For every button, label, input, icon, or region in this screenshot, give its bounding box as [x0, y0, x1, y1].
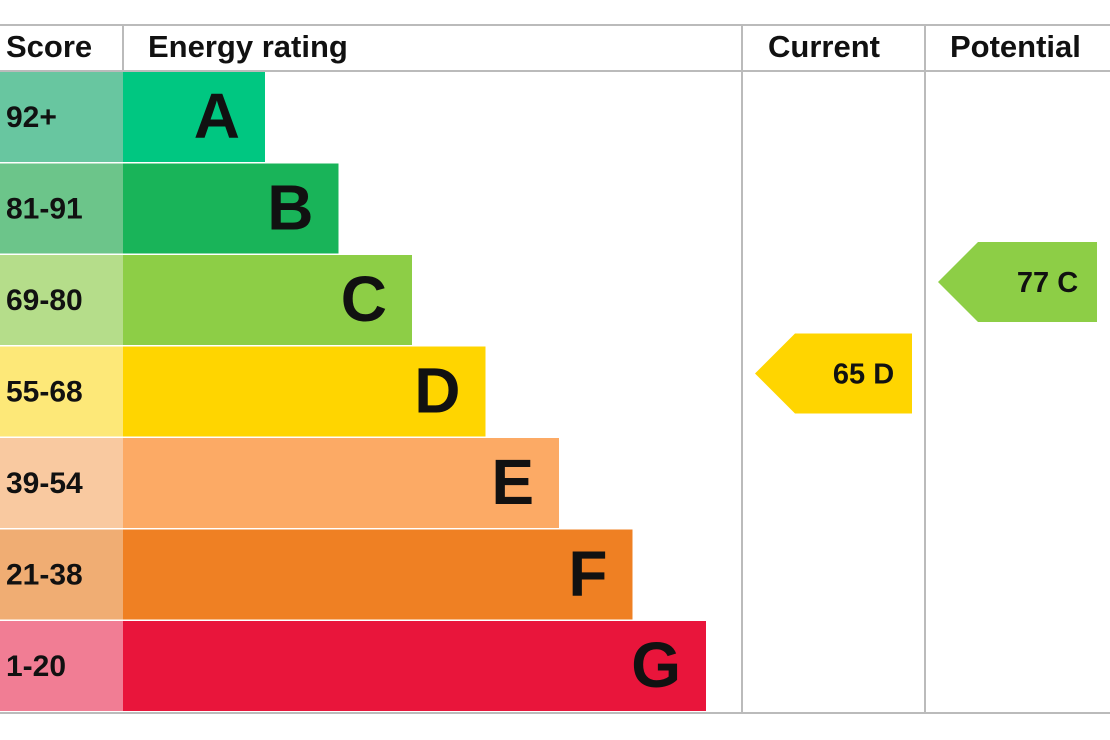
rating-letter: F — [568, 537, 607, 609]
header-score: Score — [6, 29, 92, 64]
score-cell — [0, 438, 123, 528]
score-range: 1-20 — [6, 650, 66, 683]
current-arrow — [755, 333, 912, 414]
current-score: 65 — [833, 358, 865, 390]
potential-label: 77 C — [1017, 267, 1078, 299]
rating-letter: A — [194, 80, 240, 152]
header-current: Current — [768, 29, 880, 64]
current-rating: D — [873, 358, 894, 390]
rating-letter: E — [491, 446, 534, 518]
rating-bar — [123, 529, 633, 620]
header-rating: Energy rating — [148, 29, 348, 64]
rating-bar — [123, 438, 559, 528]
rating-letter: D — [414, 354, 460, 426]
score-range: 69-80 — [6, 284, 83, 317]
score-cell — [0, 529, 123, 620]
rating-letter: G — [631, 629, 681, 701]
score-cell — [0, 346, 123, 437]
score-cell — [0, 72, 123, 162]
score-cell — [0, 621, 123, 711]
score-range: 21-38 — [6, 558, 83, 591]
potential-score: 77 — [1017, 267, 1049, 299]
score-range: 39-54 — [6, 467, 83, 500]
rating-bar — [123, 255, 412, 345]
score-range: 81-91 — [6, 192, 83, 225]
rating-letter: B — [267, 171, 313, 243]
potential-rating: C — [1057, 267, 1078, 299]
potential-arrow — [938, 242, 1097, 322]
rating-bar — [123, 621, 706, 711]
score-cell — [0, 163, 123, 254]
score-cell — [0, 255, 123, 345]
rating-bar — [123, 346, 486, 437]
rating-bar — [123, 163, 339, 254]
score-range: 55-68 — [6, 375, 83, 408]
header-potential: Potential — [950, 29, 1081, 64]
rating-bar — [123, 72, 265, 162]
rating-letter: C — [341, 263, 387, 335]
current-label: 65 D — [833, 358, 894, 390]
score-range: 92+ — [6, 101, 57, 134]
